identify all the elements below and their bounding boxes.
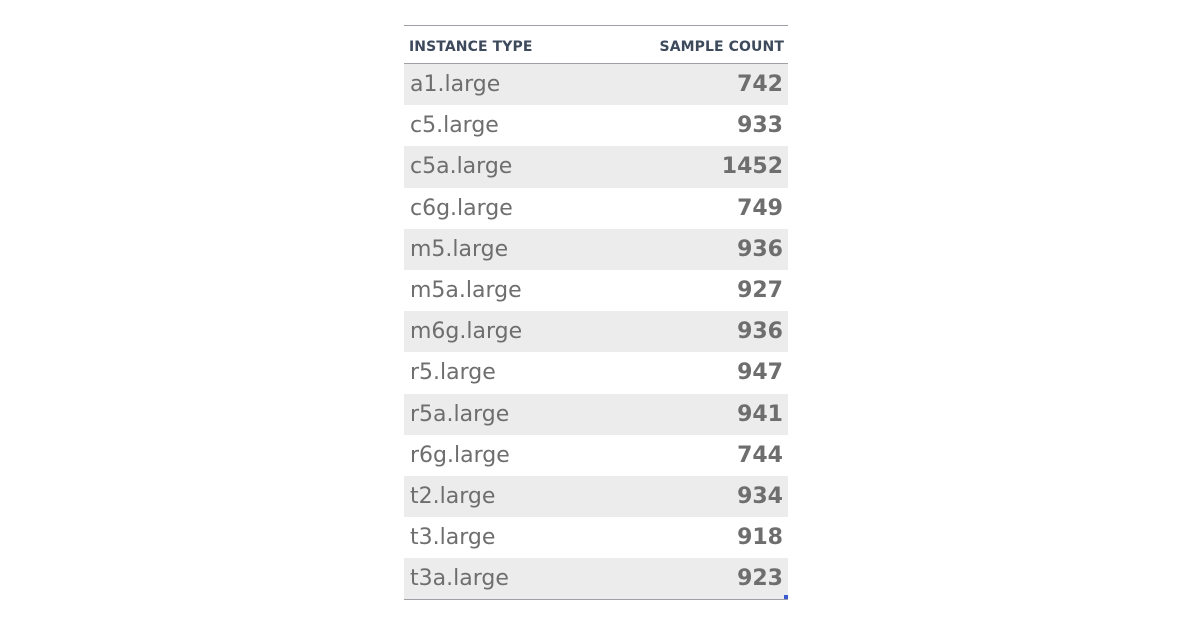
table-row: c5.large 933 <box>404 105 788 146</box>
cell-instance-type: c6g.large <box>410 195 513 221</box>
cell-sample-count: 744 <box>737 442 783 468</box>
cell-sample-count: 947 <box>737 360 783 386</box>
column-header-instance-type[interactable]: INSTANCE TYPE <box>409 38 533 55</box>
table-row: m5a.large 927 <box>404 270 788 311</box>
cell-instance-type: t3.large <box>410 525 496 551</box>
cell-instance-type: a1.large <box>410 72 501 98</box>
cell-instance-type: r5a.large <box>410 401 510 427</box>
table-bottom-rule <box>404 595 788 601</box>
cell-sample-count: 934 <box>737 483 783 509</box>
cell-instance-type: m5.large <box>410 236 509 262</box>
table-row: c6g.large 749 <box>404 188 788 229</box>
cell-instance-type: m6g.large <box>410 319 523 345</box>
table-row: m6g.large 936 <box>404 311 788 353</box>
cell-instance-type: r5.large <box>410 360 496 386</box>
cell-sample-count: 749 <box>737 195 783 221</box>
table-row: t3a.large 923 <box>404 558 788 600</box>
table-row: r5a.large 941 <box>404 393 788 435</box>
cell-sample-count: 936 <box>737 236 783 262</box>
sample-count-table: INSTANCE TYPE SAMPLE COUNT a1.large 742 c5… <box>404 25 788 601</box>
cell-sample-count: 933 <box>737 113 783 139</box>
resize-handle-icon[interactable] <box>784 595 788 600</box>
cell-sample-count: 941 <box>737 401 783 427</box>
table-row: t3.large 918 <box>404 517 788 558</box>
cell-sample-count: 742 <box>737 72 783 98</box>
table-row: r6g.large 744 <box>404 435 788 476</box>
cell-sample-count: 918 <box>737 525 783 551</box>
cell-instance-type: c5a.large <box>410 154 513 180</box>
cell-sample-count: 936 <box>737 319 783 345</box>
table-header: INSTANCE TYPE SAMPLE COUNT <box>404 26 788 64</box>
cell-sample-count: 1452 <box>721 154 783 180</box>
table-row: m5.large 936 <box>404 228 788 270</box>
cell-sample-count: 927 <box>737 278 783 304</box>
cell-sample-count: 923 <box>737 566 783 592</box>
table-row: t2.large 934 <box>404 475 788 518</box>
cell-instance-type: c5.large <box>410 113 499 139</box>
cell-instance-type: r6g.large <box>410 442 510 468</box>
cell-instance-type: t2.large <box>410 483 496 509</box>
table-body: a1.large 742 c5.large 933 c5a.large 1452 c6g.l… <box>404 64 788 600</box>
table-row: a1.large 742 <box>404 64 788 106</box>
cell-instance-type: t3a.large <box>410 566 509 592</box>
cell-instance-type: m5a.large <box>410 278 522 304</box>
column-header-sample-count[interactable]: SAMPLE COUNT <box>659 38 784 55</box>
table-top-rule <box>404 25 788 26</box>
table-row: c5a.large 1452 <box>404 146 788 188</box>
table-row: r5.large 947 <box>404 352 788 393</box>
